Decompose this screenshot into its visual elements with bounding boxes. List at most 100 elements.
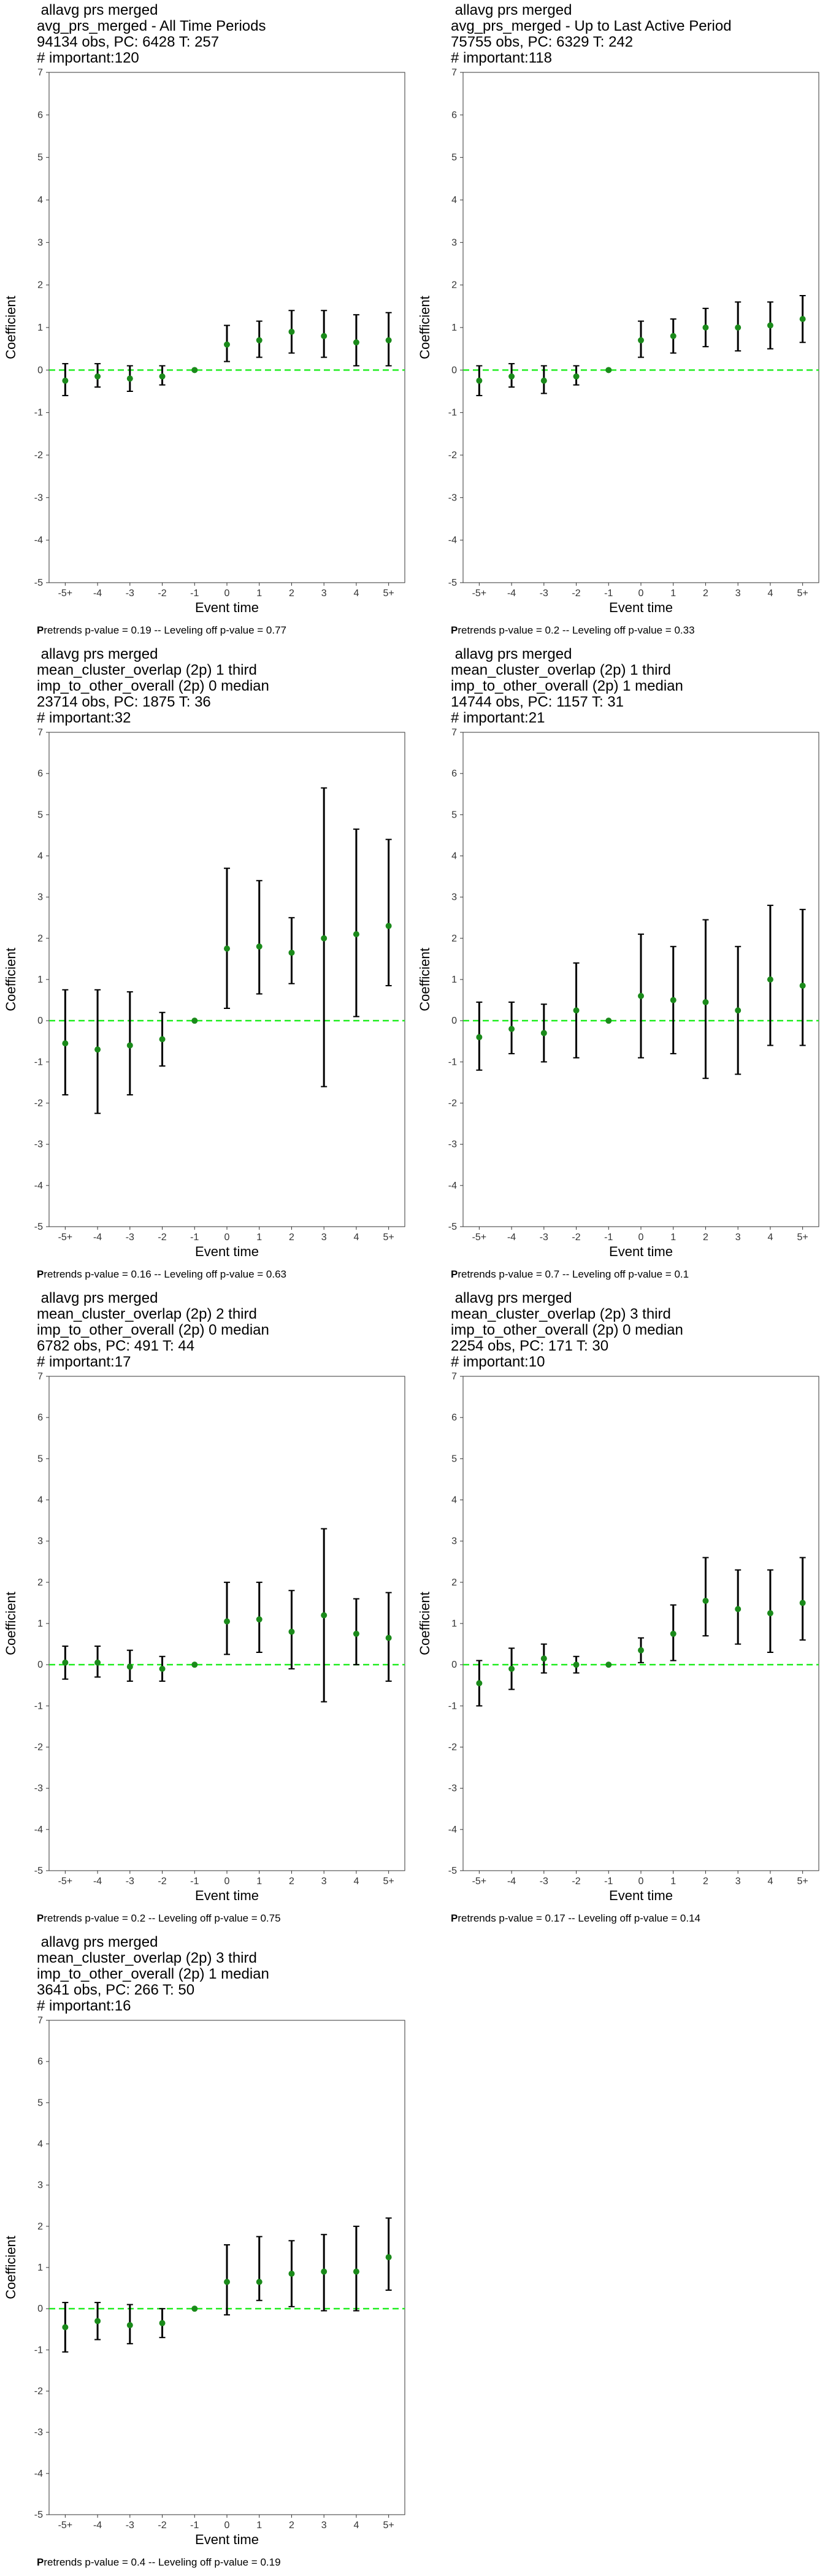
y-tick-label: -3 [448, 1140, 457, 1150]
x-tick-label: -5+ [58, 2520, 73, 2531]
y-tick-label: -4 [448, 1825, 457, 1835]
chart-panel: allavg prs merged avg_prs_merged - All Ti… [0, 0, 414, 644]
x-axis-label: Event time [609, 1244, 673, 1259]
coefficient-point [256, 943, 263, 950]
x-tick-label: -2 [158, 1232, 166, 1243]
y-tick-label: 1 [451, 1619, 457, 1629]
x-tick-label: -3 [126, 1232, 134, 1243]
y-tick-label: -2 [448, 450, 457, 461]
y-tick-label: 1 [37, 323, 43, 333]
x-tick-label: -1 [604, 1232, 613, 1243]
chart-title-line: avg_prs_merged - Up to Last Active Perio… [451, 18, 732, 34]
y-tick-label: 4 [451, 195, 457, 205]
chart-title-line: mean_cluster_overlap (2p) 3 third [451, 1306, 671, 1322]
y-tick-label: 0 [451, 1016, 457, 1026]
y-tick-label: 5 [37, 153, 43, 163]
x-tick-label: 2 [703, 588, 708, 599]
x-tick-label: 0 [224, 588, 230, 599]
coefficient-point [288, 2271, 295, 2277]
y-tick-label: 3 [37, 237, 43, 248]
y-tick-label: 2 [451, 1577, 457, 1588]
x-tick-label: 2 [289, 2520, 294, 2531]
x-tick-label: -2 [572, 1876, 580, 1887]
chart-title-line: # important:32 [37, 710, 131, 726]
chart-footnote: Pretrends p-value = 0.7 -- Leveling off … [451, 1268, 689, 1281]
y-tick-label: -1 [34, 1701, 43, 1711]
y-tick-label: 3 [37, 892, 43, 903]
chart-title: allavg prs merged mean_cluster_overlap (2… [451, 646, 683, 726]
chart-title: allavg prs merged mean_cluster_overlap (2… [37, 1290, 269, 1370]
x-tick-label: -4 [507, 1876, 516, 1887]
chart-footnote: Pretrends p-value = 0.16 -- Leveling off… [37, 1268, 286, 1281]
chart-title-line: # important:120 [37, 50, 139, 66]
coefficient-point [638, 1647, 644, 1654]
x-tick-label: 1 [256, 588, 262, 599]
chart-panel: allavg prs merged mean_cluster_overlap (2… [414, 1288, 828, 1932]
y-tick-label: 3 [37, 1536, 43, 1547]
coefficient-point [385, 337, 392, 343]
x-tick-label: -2 [158, 588, 166, 599]
coefficient-point [767, 976, 773, 983]
y-axis-label: Coefficient [3, 296, 18, 359]
y-tick-label: -3 [448, 493, 457, 503]
x-tick-label: 0 [638, 1232, 644, 1243]
footnote-initial: P [37, 1268, 44, 1280]
y-tick-label: -2 [34, 1098, 43, 1109]
chart-title-line: 3641 obs, PC: 266 T: 50 [37, 1982, 195, 1998]
coefficient-point [321, 1612, 328, 1619]
x-tick-label: -2 [158, 1876, 166, 1887]
x-tick-label: 5+ [383, 1876, 394, 1887]
coefficient-point [191, 367, 198, 374]
x-tick-label: -2 [572, 588, 580, 599]
chart-title: allavg prs merged avg_prs_merged - Up to … [451, 2, 732, 66]
y-tick-label: 5 [451, 153, 457, 163]
y-tick-label: -1 [448, 1701, 457, 1711]
footnote-text: retrends p-value = 0.16 -- Leveling off … [44, 1268, 287, 1280]
coefficient-point [288, 328, 295, 335]
coefficient-point [573, 373, 580, 380]
chart-title-line: allavg prs merged [37, 2, 158, 18]
coefficient-point [702, 1598, 709, 1604]
y-axis-label: Coefficient [417, 948, 432, 1011]
y-tick-label: -5 [34, 2510, 43, 2520]
coefficient-point [191, 2306, 198, 2312]
coefficient-point [126, 375, 133, 382]
x-tick-label: 0 [224, 1232, 230, 1243]
coefficient-point [62, 2324, 69, 2331]
coefficient-point [94, 373, 101, 380]
coefficient-point [191, 1018, 198, 1024]
y-tick-label: 2 [37, 1577, 43, 1588]
x-tick-label: -4 [507, 588, 516, 599]
y-tick-label: -2 [448, 1742, 457, 1753]
x-tick-label: -4 [93, 588, 102, 599]
footnote-initial: P [451, 1912, 458, 1924]
x-tick-label: 3 [321, 1232, 327, 1243]
x-tick-label: 2 [289, 588, 294, 599]
coefficient-point [476, 1680, 483, 1687]
x-tick-label: 2 [289, 1232, 294, 1243]
coefficient-point [540, 377, 547, 384]
y-tick-label: 1 [451, 323, 457, 333]
chart-title-line: allavg prs merged [37, 1934, 158, 1950]
chart-title-line: # important:21 [451, 710, 545, 726]
y-tick-label: -1 [34, 408, 43, 418]
chart-svg: -5 -4 -3 -2 -1 0 1 2 3 4 5 6 7 -5+ -4 -3 -2 -1 0 1 2 3 4 5+ Even… [3, 1371, 405, 1903]
y-tick-label: 6 [451, 110, 457, 120]
chart-panel: allavg prs merged avg_prs_merged - Up to … [414, 0, 828, 644]
chart-title: allavg prs merged mean_cluster_overlap (2… [37, 1934, 269, 2014]
x-axis-label: Event time [609, 600, 673, 615]
x-tick-label: 3 [735, 588, 741, 599]
y-tick-label: -3 [34, 1140, 43, 1150]
coefficient-point [735, 1007, 742, 1014]
x-tick-label: 2 [703, 1232, 708, 1243]
y-tick-label: -2 [34, 1742, 43, 1753]
coefficient-point [224, 945, 230, 952]
chart-title-line: 23714 obs, PC: 1875 T: 36 [37, 694, 211, 710]
y-tick-label: -3 [34, 493, 43, 503]
y-tick-label: 5 [451, 810, 457, 820]
y-axis-label: Coefficient [3, 948, 18, 1011]
coefficient-point [159, 2320, 166, 2326]
coefficient-point [353, 931, 359, 938]
footnote-text: retrends p-value = 0.19 -- Leveling off … [44, 624, 287, 636]
x-tick-label: 0 [224, 2520, 230, 2531]
